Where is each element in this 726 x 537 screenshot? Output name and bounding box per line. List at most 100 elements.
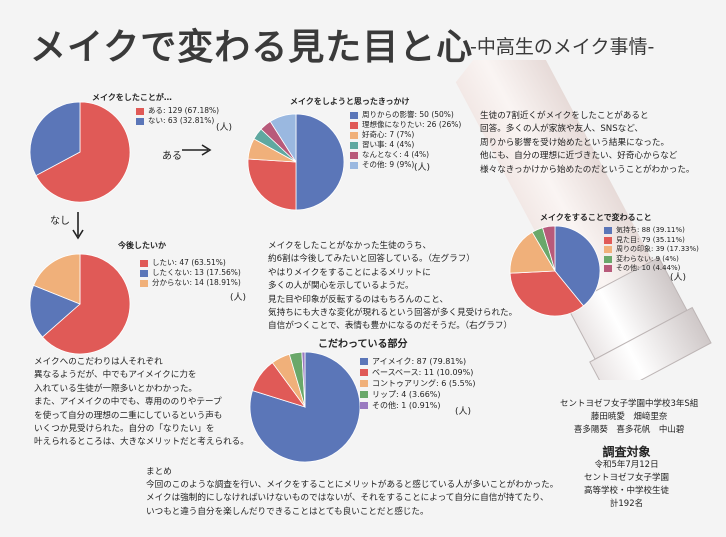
legend-label: 気持ち: 88 (39.11%) (616, 226, 685, 236)
chart-change-legend: 気持ち: 88 (39.11%) 見た目: 79 (35.11%) 周りの印象: 3… (604, 226, 699, 274)
legend-entry-1-3: 習い事: 4 (4%) (350, 140, 461, 150)
legend-label: 周りからの影響: 50 (50%) (362, 110, 454, 120)
author-line-2: 喜多陽葵 喜多花帆 中山碧 (560, 424, 698, 437)
topright-line-3: 他にも、自分の理想に近づきたい、好奇心からなど (480, 150, 695, 163)
legend-label: 見た目: 79 (35.11%) (616, 236, 685, 246)
left-line-0: メイクへのこだわりは人それぞれ (34, 356, 249, 369)
legend-label: リップ: 4 (3.66%) (372, 389, 441, 400)
legend-label: 習い事: 4 (4%) (362, 140, 414, 150)
legend-entry-1-2: 好奇心: 7 (7%) (350, 130, 461, 140)
legend-entry-4-3: 変わらない: 9 (4%) (604, 255, 699, 265)
unit-label: (人) (455, 404, 471, 417)
legend-entry-3-1: ベースベース: 11 (10.09%) (360, 367, 475, 378)
legend-swatch (360, 380, 368, 387)
survey-heading: 調査対象 (584, 446, 669, 459)
legend-label: 好奇心: 7 (7%) (362, 130, 414, 140)
topright-line-1: 回答。多くの人が家族や友人、SNSなど、 (480, 123, 695, 136)
legend-swatch (350, 162, 358, 169)
legend-swatch (136, 118, 144, 125)
authors-block: セントヨゼフ女子学園中学校3年S組 藤田暁愛 畑﨑里奈 喜多陽葵 喜多花帆 中山碧 (560, 398, 698, 437)
chart-focus-title: こだわっている部分 (318, 335, 408, 350)
summary-heading: まとめ (146, 466, 172, 479)
flow-nashi-label: なし (50, 212, 70, 227)
left-line-6: 叶えられるところは、大きなメリットだと考えられる。 (34, 436, 249, 449)
middle-paragraph: メイクをしたことがなかった生徒のうち、 約6割は今後してみたいと回答している。（左… (268, 240, 517, 334)
unit-label: (人) (670, 270, 686, 283)
legend-swatch (604, 256, 612, 263)
topright-line-2: 周りから影響を受け始めたという結果になった。 (480, 137, 695, 150)
legend-label: ない: 63 (32.81%) (148, 116, 214, 126)
flow-aru-label: ある (162, 147, 182, 162)
legend-label: 理想像になりたい: 26 (26%) (362, 120, 461, 130)
legend-swatch (604, 227, 612, 234)
legend-label: なんとなく: 4 (4%) (362, 150, 429, 160)
author-line-1: 藤田暁愛 畑﨑里奈 (560, 411, 698, 424)
chart-future-title: 今後したいか (118, 240, 166, 251)
legend-entry-2-1: したくない: 13 (17.56%) (140, 268, 241, 278)
legend-entry-2-0: したい: 47 (63.51%) (140, 258, 241, 268)
legend-label: したい: 47 (63.51%) (152, 258, 226, 268)
chart-change-title: メイクをすることで変わること (540, 212, 652, 223)
legend-entry-3-0: アイメイク: 87 (79.81%) (360, 356, 475, 367)
chart-experience-legend: ある: 129 (67.18%) ない: 63 (32.81%) (136, 106, 219, 126)
unit-label: (人) (414, 160, 430, 173)
legend-label: その他: 1 (0.91%) (372, 400, 441, 411)
left-line-5: いくつか見受けられた。自分の「なりたい」を (34, 423, 249, 436)
legend-entry-4-2: 周りの印象: 39 (17.33%) (604, 245, 699, 255)
survey-block: 調査対象 令和5年7月12日 セントヨゼフ女子学園 高等学校・中学校生徒 計19… (584, 446, 669, 511)
author-line-0: セントヨゼフ女子学園中学校3年S組 (560, 398, 698, 411)
arrow-right-icon (180, 142, 214, 158)
left-line-4: を使って自分の理想の二重にしているという声も (34, 410, 249, 423)
legend-entry-2-2: 分からない: 14 (18.91%) (140, 278, 241, 288)
chart-change-pie (510, 226, 600, 316)
pie-slice-1-0 (296, 114, 344, 210)
legend-entry-4-0: 気持ち: 88 (39.11%) (604, 226, 699, 236)
unit-label: (人) (216, 120, 232, 133)
legend-entry-4-1: 見た目: 79 (35.11%) (604, 236, 699, 246)
survey-line: セントヨゼフ女子学園 (584, 472, 669, 485)
legend-swatch (350, 112, 358, 119)
page-subtitle: -中高生のメイク事情- (470, 32, 654, 59)
summary-line-0: 今回のこのような調査を行い、メイクをすることにメリットがあると感じている人が多い… (146, 479, 558, 492)
summary-line-2: いつもと違う自分を楽しんだりできることはとても良いことだと感じた。 (146, 506, 558, 519)
middle-line-0: メイクをしたことがなかった生徒のうち、 (268, 240, 517, 253)
legend-swatch (360, 402, 368, 409)
legend-swatch (604, 265, 612, 272)
legend-entry-3-2: コントゥアリング: 6 (5.5%) (360, 378, 475, 389)
topright-line-4: 様々なきっかけから始めたのだということがわかった。 (480, 164, 695, 177)
legend-entry-1-4: なんとなく: 4 (4%) (350, 150, 461, 160)
legend-entry-1-1: 理想像になりたい: 26 (26%) (350, 120, 461, 130)
chart-focus-legend: アイメイク: 87 (79.81%) ベースベース: 11 (10.09%) コント… (360, 356, 475, 411)
middle-line-4: 見た目や印象が反転するのはもちろんのこと、 (268, 294, 517, 307)
survey-line: 令和5年7月12日 (584, 459, 669, 472)
chart-future-legend: したい: 47 (63.51%) したくない: 13 (17.56%) 分からない:… (140, 258, 241, 288)
middle-line-6: 自信がつくことで、表情も豊かになるのだそうだ。（右グラフ） (268, 320, 517, 333)
legend-label: アイメイク: 87 (79.81%) (372, 356, 466, 367)
middle-line-1: 約6割は今後してみたいと回答している。（左グラフ） (268, 253, 517, 266)
chart-trigger-pie (248, 114, 344, 210)
legend-swatch (140, 270, 148, 277)
legend-swatch (350, 152, 358, 159)
chart-experience-pie (30, 102, 130, 202)
legend-swatch (140, 260, 148, 267)
summary-line-1: メイクは強制的にしなければいけないものではないが、それをすることによって自分に自… (146, 492, 558, 505)
arrow-down-icon (70, 210, 86, 242)
legend-entry-1-5: その他: 9 (9%) (350, 160, 461, 170)
unit-label: (人) (230, 290, 246, 303)
left-line-2: 入れている生徒が一際多いとかわかった。 (34, 383, 249, 396)
top-right-paragraph: 生徒の7割近くがメイクをしたことがあると 回答。多くの人が家族や友人、SNSなど、… (480, 110, 695, 177)
survey-line: 高等学校・中学校生徒 (584, 485, 669, 498)
left-line-3: また、アイメイクの中でも、専用ののりやテープ (34, 396, 249, 409)
legend-label: ある: 129 (67.18%) (148, 106, 219, 116)
legend-label: ベースベース: 11 (10.09%) (372, 367, 473, 378)
middle-line-5: 気持ちにも大きな変化が現れるという回答が多く見受けられた。 (268, 307, 517, 320)
chart-trigger-legend: 周りからの影響: 50 (50%) 理想像になりたい: 26 (26%) 好奇心: … (350, 110, 461, 170)
legend-swatch (136, 108, 144, 115)
legend-swatch (604, 237, 612, 244)
legend-swatch (360, 358, 368, 365)
legend-entry-3-3: リップ: 4 (3.66%) (360, 389, 475, 400)
legend-swatch (360, 391, 368, 398)
legend-swatch (140, 280, 148, 287)
legend-entry-0-1: ない: 63 (32.81%) (136, 116, 219, 126)
legend-swatch (350, 142, 358, 149)
